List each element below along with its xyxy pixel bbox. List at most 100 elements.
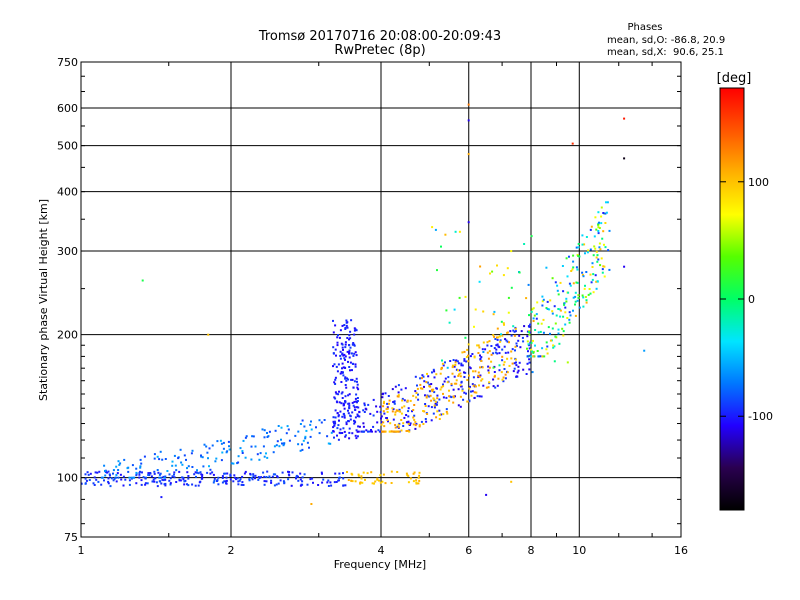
- chart-subtitle: RwPretec (8p): [334, 43, 425, 58]
- scatter-point: [304, 435, 307, 438]
- scatter-point: [161, 478, 164, 481]
- scatter-point: [454, 361, 457, 364]
- scatter-point: [340, 402, 343, 405]
- scatter-point: [201, 475, 204, 478]
- scatter-point: [354, 365, 357, 368]
- scatter-point: [475, 391, 478, 394]
- scatter-point: [211, 444, 214, 447]
- scatter-point: [209, 472, 212, 475]
- scatter-point: [332, 420, 335, 423]
- scatter-point: [478, 395, 481, 398]
- scatter-point: [511, 348, 514, 351]
- scatter-point: [426, 413, 429, 415]
- scatter-point: [381, 393, 384, 396]
- scatter-point: [556, 284, 559, 287]
- scatter-point: [250, 458, 253, 461]
- scatter-point: [382, 421, 385, 424]
- scatter-point: [344, 341, 347, 344]
- scatter-point: [403, 416, 406, 419]
- scatter-point: [482, 351, 485, 353]
- scatter-point: [115, 465, 118, 468]
- scatter-point: [387, 395, 390, 397]
- scatter-point: [540, 322, 543, 325]
- scatter-point: [461, 364, 464, 367]
- scatter-point: [347, 402, 350, 405]
- scatter-point: [426, 372, 428, 375]
- scatter-point: [478, 346, 481, 349]
- scatter-point: [499, 340, 502, 343]
- scatter-point: [468, 387, 471, 390]
- scatter-point: [322, 478, 325, 481]
- scatter-point: [310, 503, 313, 505]
- scatter-point: [408, 424, 411, 426]
- scatter-point: [84, 473, 87, 476]
- scatter-point: [232, 480, 235, 483]
- scatter-point: [138, 476, 141, 479]
- scatter-point: [471, 353, 474, 355]
- scatter-point: [503, 368, 506, 370]
- scatter-point: [448, 399, 451, 402]
- scatter-point: [493, 335, 496, 338]
- scatter-point: [463, 371, 465, 374]
- scatter-point: [539, 330, 542, 333]
- scatter-point: [128, 483, 131, 486]
- scatter-point: [215, 457, 218, 460]
- scatter-point: [502, 322, 505, 325]
- scatter-point: [206, 451, 209, 454]
- scatter-point: [376, 477, 379, 480]
- scatter-point: [450, 382, 453, 385]
- scatter-point: [415, 422, 418, 425]
- scatter-point: [430, 406, 433, 409]
- scatter-point: [229, 473, 232, 476]
- scatter-point: [332, 319, 334, 322]
- scatter-point: [252, 473, 255, 476]
- scatter-point: [263, 429, 266, 432]
- scatter-point: [334, 422, 337, 425]
- scatter-point: [363, 411, 366, 413]
- scatter-point: [342, 374, 345, 377]
- scatter-point: [221, 477, 224, 479]
- scatter-point: [343, 403, 345, 406]
- scatter-point: [201, 473, 204, 476]
- scatter-point: [375, 405, 378, 408]
- scatter-point: [337, 393, 340, 396]
- scatter-point: [277, 425, 280, 427]
- scatter-point: [379, 405, 382, 408]
- scatter-point: [301, 448, 304, 451]
- scatter-point: [112, 469, 115, 472]
- scatter-point: [571, 142, 574, 145]
- scatter-point: [173, 471, 176, 474]
- scatter-point: [357, 430, 360, 433]
- scatter-point: [288, 471, 291, 473]
- scatter-point: [114, 476, 117, 479]
- scatter-point: [275, 444, 278, 447]
- scatter-point: [344, 384, 347, 386]
- scatter-point: [342, 402, 345, 405]
- scatter-point: [459, 375, 462, 378]
- scatter-point: [209, 468, 212, 471]
- scatter-point: [532, 317, 535, 320]
- axis-ticks: 1 2 4 6 8 10 16 75 100 200 300 400 500 600 750: [57, 56, 688, 557]
- scatter-point: [514, 358, 517, 361]
- scatter-point: [436, 394, 439, 397]
- scatter-point: [305, 429, 308, 432]
- scatter-point: [116, 472, 119, 475]
- scatter-point: [406, 400, 409, 403]
- scatter-point: [511, 362, 514, 365]
- scatter-point: [434, 228, 437, 231]
- scatter-point: [376, 478, 379, 481]
- scatter-point: [354, 363, 357, 366]
- scatter-point: [81, 482, 83, 485]
- scatter-point: [386, 411, 389, 413]
- scatter-point: [270, 481, 273, 484]
- scatter-point: [386, 406, 389, 409]
- scatter-point: [643, 349, 646, 352]
- scatter-point: [122, 475, 125, 478]
- scatter-point: [390, 430, 393, 433]
- scatter-point: [109, 485, 112, 488]
- scatter-point: [408, 430, 411, 433]
- scatter-point: [348, 351, 351, 354]
- scatter-point: [535, 313, 538, 316]
- scatter-point: [623, 117, 626, 120]
- scatter-point: [449, 395, 452, 398]
